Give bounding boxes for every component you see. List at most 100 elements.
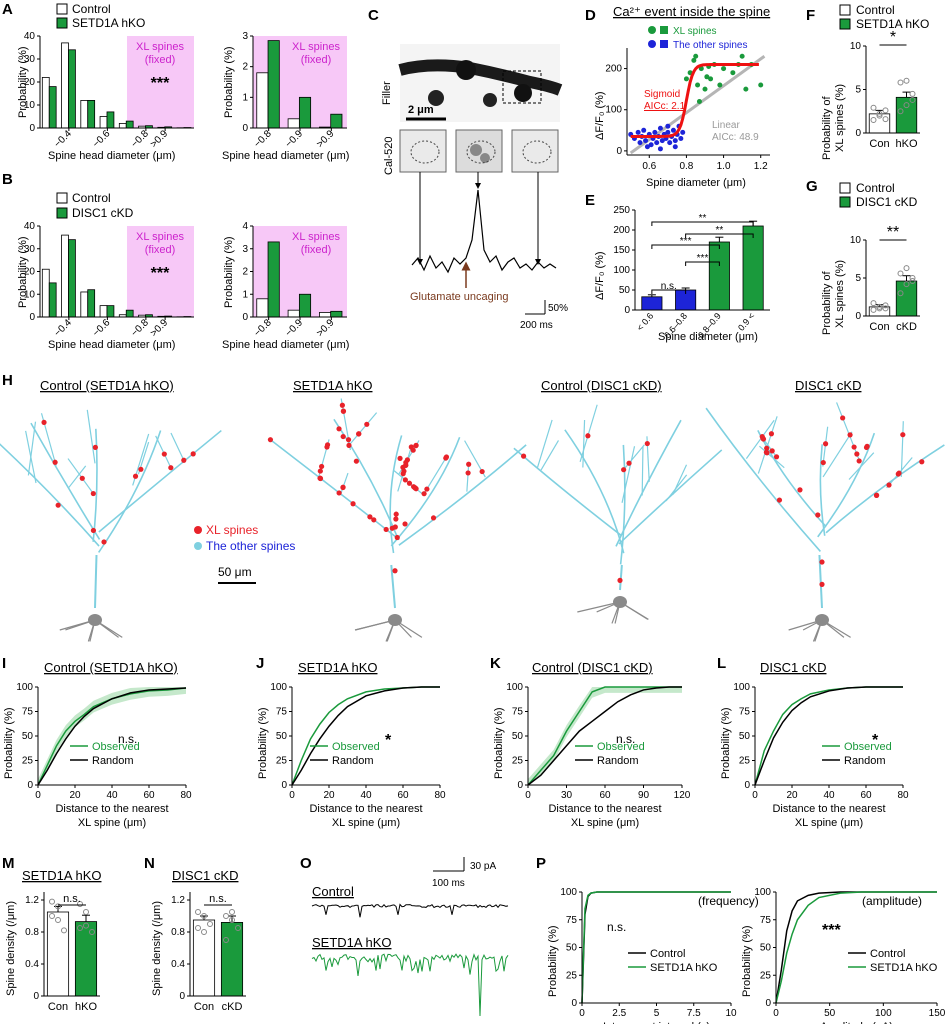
panel-label-m: M [2, 855, 15, 872]
point-other [665, 129, 671, 135]
bar-mutant [330, 310, 343, 318]
xl-region [127, 36, 194, 128]
legend-setd1a: SETD1A hKO [72, 16, 145, 30]
x-tick-label: 10 [725, 1008, 737, 1019]
significance-bracket [651, 289, 687, 294]
x-axis-label: Distance to the nearest [772, 803, 885, 815]
data-point [235, 925, 241, 931]
chart-title: Control (DISC1 cKD) [532, 660, 653, 675]
legend-label: Random [844, 755, 886, 767]
chart-g: Con cKD 0 5 10 ** [850, 224, 920, 333]
bar-mutant [68, 239, 76, 318]
xl-spine-marker [768, 431, 775, 437]
significance-stars: *** [151, 75, 170, 92]
basal-dendrite [385, 619, 396, 642]
spine-outline [522, 140, 552, 164]
dendrite-branch [564, 429, 625, 554]
legend-swatch-disc1 [839, 196, 851, 208]
dendrite-branch [98, 430, 162, 553]
xl-spine-marker [400, 471, 406, 477]
x-axis-label: Spine diameter (μm) [646, 177, 746, 189]
legend-swatch-control [56, 3, 68, 15]
sigmoid-label: Sigmoid [644, 89, 680, 100]
spine-image [456, 60, 476, 80]
x-tick-label: 0 [579, 1008, 585, 1019]
y-tick-label: 25 [739, 756, 751, 767]
spine-image [514, 84, 532, 102]
data-point [61, 927, 67, 934]
filler-label: Filler [381, 81, 393, 105]
x-tick-label: 2.5 [612, 1008, 626, 1019]
panel-label-n: N [144, 855, 155, 872]
bar-control [80, 291, 89, 318]
x-tick-label: −0.4 [52, 317, 74, 339]
dendrite-branch [615, 419, 682, 547]
panel-label-a: A [2, 1, 13, 18]
point-other [648, 142, 654, 148]
xl-spine-marker [874, 492, 880, 498]
xl-spine-marker [356, 431, 362, 437]
y-tick-label: 75 [512, 707, 524, 718]
x-tick-label: 40 [360, 790, 372, 801]
x-axis-label: Spine head diameter (μm) [48, 150, 175, 162]
bar-control [319, 312, 332, 318]
data-point [55, 917, 61, 923]
data-point [876, 110, 883, 117]
neuron-title-3: Control (DISC1 cKD) [541, 378, 662, 393]
xl-spine-marker [430, 515, 437, 521]
x-axis-label-b2: Spine head diameter ( [222, 339, 331, 351]
bar-control [287, 309, 300, 318]
y-axis-label: ΔF/F₀ (%) [594, 251, 606, 300]
xl-spine-marker [161, 451, 167, 457]
point-xl [695, 82, 701, 88]
legend-label: Observed [844, 741, 892, 753]
significance-label: ** [699, 213, 707, 224]
significance-label: * [890, 29, 896, 46]
data-point [903, 265, 910, 272]
bar-mutant [48, 86, 57, 129]
point-other [635, 129, 641, 135]
y-axis-label: Probability (%) [17, 46, 29, 118]
x-tick-label: 60 [599, 790, 611, 801]
xl-region-fixed: (fixed) [301, 54, 332, 66]
xl-spine-marker [421, 491, 427, 497]
xl-spine-marker [854, 451, 860, 457]
legend-swatch-control [839, 182, 851, 194]
panel-j: J SETD1A hKO 0 25 50 75 100 0 20 40 60 80 Observed… [256, 655, 446, 829]
legend-label: Control [650, 948, 685, 960]
panel-b: B Control DISC1 cKD XL spines (fixed) **… [2, 171, 349, 351]
y-tick-label: 2 [242, 62, 248, 73]
significance-label: * [385, 732, 392, 749]
apical-dendrite [390, 564, 396, 609]
trace-label-control: Control [312, 884, 354, 899]
bar-mutant [125, 309, 134, 318]
linear-label: Linear [712, 120, 740, 131]
apical-dendrite [619, 564, 623, 591]
line-1 [291, 686, 440, 786]
panel-n: N DISC1 cKD Con cKD 0 0.4 0.8 1.2 n.s. Spine d… [144, 855, 246, 1013]
chart-title: Control (SETD1A hKO) [44, 660, 178, 675]
point-other [637, 140, 643, 146]
xl-spine-marker [79, 475, 85, 481]
point-xl [758, 82, 764, 88]
legend-xl-dot [194, 526, 202, 534]
bar-control [99, 116, 108, 129]
y-tick-label: 50 [760, 943, 772, 954]
legend-swatch-control [56, 192, 68, 204]
cal520-frame-3 [511, 129, 559, 173]
xl-spine-marker [340, 433, 346, 440]
chart-title: Ca²⁺ event inside the spine [613, 4, 770, 19]
legend-swatch-disc1 [56, 207, 68, 219]
panel-m: M SETD1A hKO Con hKO 0 0.4 0.8 1.2 n.s. Spine … [2, 855, 101, 1013]
bar-control [41, 77, 50, 129]
y-tick-label: 40 [24, 221, 36, 232]
dendrite-twig [540, 440, 559, 471]
data-point [903, 77, 910, 84]
xl-spine-marker [364, 421, 370, 427]
x-tick-label: −0.8 [252, 317, 274, 339]
y-axis-label: Probability (%) [493, 707, 505, 779]
y-tick-label: 10 [850, 41, 862, 52]
point-other [672, 138, 678, 144]
significance-label: ** [887, 224, 899, 241]
y-tick-label: 10 [850, 235, 862, 246]
